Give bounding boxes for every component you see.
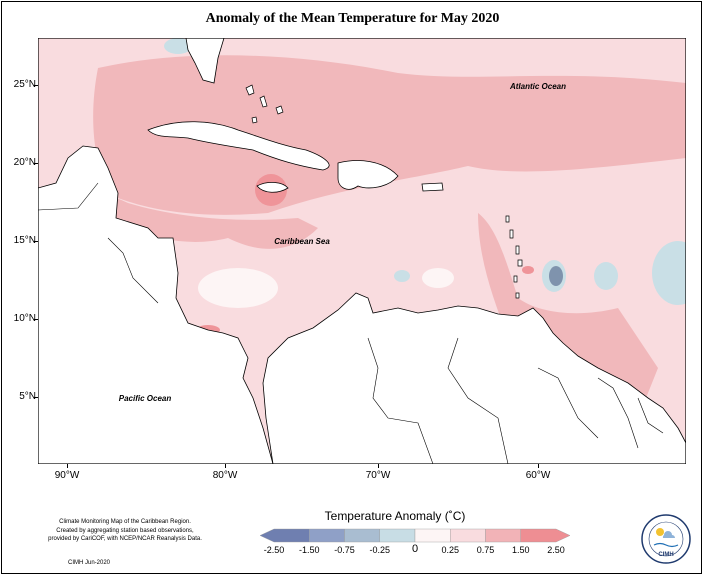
lat-tick [34,163,38,164]
legend-swatch [379,528,416,543]
lon-label-80w: 80°W [212,470,238,481]
map-title: Anomaly of the Mean Temperature for May … [205,11,500,26]
anomaly-map: Atlantic Ocean Caribbean Sea Pacific Oce… [38,38,686,464]
legend-label: -1.50 [298,545,320,555]
lat-label-5n: 5°N [19,391,36,402]
land-jamaica [256,182,289,193]
anomaly-cool-east-b [594,262,618,290]
anomaly-cool-east-c [652,241,686,305]
legend-label: 1.50 [511,545,530,555]
lon-label-70w: 70°W [365,470,391,481]
lat-tick [34,241,38,242]
lon-label-90w: 90°W [54,470,80,481]
anomaly-cool-venezuela [394,270,410,282]
land-south-america [262,292,686,464]
lat-tick [34,319,38,320]
credit-line-3: provided by CariCOF, with NCEP/NCAR Rean… [48,536,202,542]
lon-tick [225,464,226,468]
anomaly-region-atlantic-patch [618,96,658,120]
land-lesser-antilles [505,215,523,299]
lat-label-20n: 20°N [13,157,36,168]
legend-label: -2.50 [263,545,285,555]
credit-line-2: Created by aggregating station based obs… [56,527,194,534]
legend-color-bar [260,528,570,543]
lon-label-60w: 60°W [525,470,551,481]
logo-cloud-icon [662,531,675,538]
lon-tick [538,464,539,468]
land-florida [185,38,225,84]
anomaly-cool-east-core [549,266,563,286]
legend-swatch [414,528,451,543]
anomaly-region-warm-north [93,55,686,215]
anomaly-hotspot-east [522,266,534,274]
anomaly-neutral-b [198,268,278,308]
legend-label: 0.75 [476,545,495,555]
legend-label: 0.25 [441,545,460,555]
legend-swatch [344,528,380,543]
legend-label: -0.25 [369,545,390,555]
lat-label-25n: 25°N [13,79,36,90]
land-central-borders [38,182,159,304]
legend-swatch [309,528,345,543]
legend-label: -0.75 [334,545,355,555]
lon-tick [67,464,68,468]
anomaly-neutral-a [422,268,454,288]
legend-swatch [520,528,570,543]
cimh-logo-icon: CIMH [641,514,691,564]
label-pacific-ocean: Pacific Ocean [119,394,172,403]
land-hispaniola [337,160,399,190]
lat-tick [34,85,38,86]
land-cuba [147,121,330,171]
legend-label: 2.50 [547,545,565,555]
lat-tick [34,397,38,398]
legend-swatch [450,528,486,543]
legend-title: Temperature Anomaly (˚C) [324,509,466,523]
legend-label: 0 [411,543,419,555]
lon-tick [378,464,379,468]
logo-sun-icon [656,528,664,536]
logo-text: CIMH [658,552,673,558]
legend-swatch [485,528,521,543]
credit-line-1: Climate Monitoring Map of the Caribbean … [59,519,191,525]
legend-swatch [260,528,310,543]
land-bahamas [245,84,284,124]
lat-label-15n: 15°N [13,235,36,246]
land-puerto-rico [421,182,444,192]
label-caribbean-sea: Caribbean Sea [274,237,330,246]
lat-label-10n: 10°N [13,313,36,324]
credit-text: Climate Monitoring Map of the Caribbean … [10,518,240,544]
land-country-borders [367,337,664,464]
anomaly-cool-florida [164,38,192,54]
credit-date: CIMH Jun-2020 [68,560,111,566]
land-central-america [38,145,274,464]
label-atlantic-ocean: Atlantic Ocean [509,82,566,91]
